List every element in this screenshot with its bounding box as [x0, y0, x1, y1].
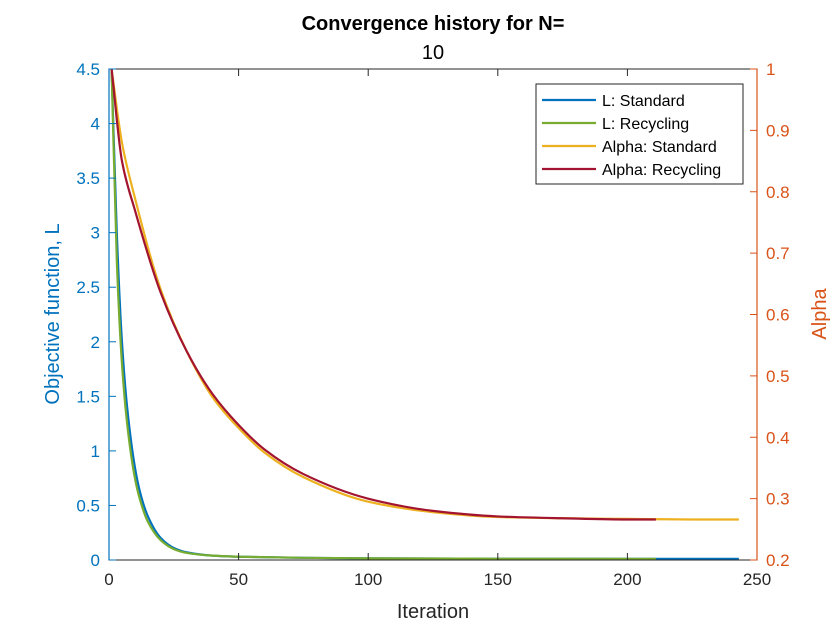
y-right-tick-label: 0.5 [766, 367, 790, 386]
x-tick-label: 100 [354, 570, 382, 589]
y-left-tick-label: 3.5 [76, 169, 100, 188]
x-tick-label: 0 [104, 570, 113, 589]
y-right-tick-label: 1 [766, 60, 775, 79]
y-right-tick-label: 0.9 [766, 121, 790, 140]
legend-label: Alpha: Standard [602, 139, 717, 156]
y-right-tick-label: 0.4 [766, 428, 790, 447]
y-axis-left-label: Objective function, L [42, 223, 64, 404]
y-axis-right-label: Alpha [809, 288, 831, 340]
y-right-tick-label: 0.3 [766, 490, 790, 509]
y-left-tick-label: 4 [91, 115, 100, 134]
x-tick-label: 50 [229, 570, 248, 589]
x-tick-label: 200 [613, 570, 641, 589]
y-left-tick-label: 3 [91, 224, 100, 243]
y-left-tick-label: 0 [91, 551, 100, 570]
y-left-tick-label: 1 [91, 442, 100, 461]
plot-lines [110, 68, 739, 561]
y-left-tick-label: 4.5 [76, 60, 100, 79]
y-left-tick-label: 2.5 [76, 278, 100, 297]
legend-label: L: Recycling [602, 116, 689, 133]
y-right-tick-label: 0.6 [766, 306, 790, 325]
y-right-tick-label: 0.2 [766, 551, 790, 570]
x-tick-label: 250 [743, 570, 771, 589]
y-right-tick-label: 0.8 [766, 183, 790, 202]
y-left-tick-label: 0.5 [76, 496, 100, 515]
chart-title: Convergence history for N= [302, 13, 565, 35]
series-line-alpha-recycling [110, 68, 656, 521]
legend-label: L: Standard [602, 93, 685, 110]
chart-subtitle: 10 [422, 42, 444, 64]
legend-label: Alpha: Recycling [602, 162, 721, 179]
legend: L: Standard L: Recycling Alpha: Standard Al… [535, 83, 744, 185]
y-left-tick-label: 1.5 [76, 387, 100, 406]
series-line-l-recycling [110, 68, 656, 561]
x-axis-label: Iteration [397, 601, 469, 623]
x-tick-label: 150 [484, 570, 512, 589]
axes: 0 50 100 150 200 250 0 0.5 1 1.5 2 2.5 3 3.5 4 4.5 0.2 0.… [76, 60, 789, 589]
y-right-tick-label: 0.7 [766, 244, 790, 263]
y-left-tick-label: 2 [91, 333, 100, 352]
